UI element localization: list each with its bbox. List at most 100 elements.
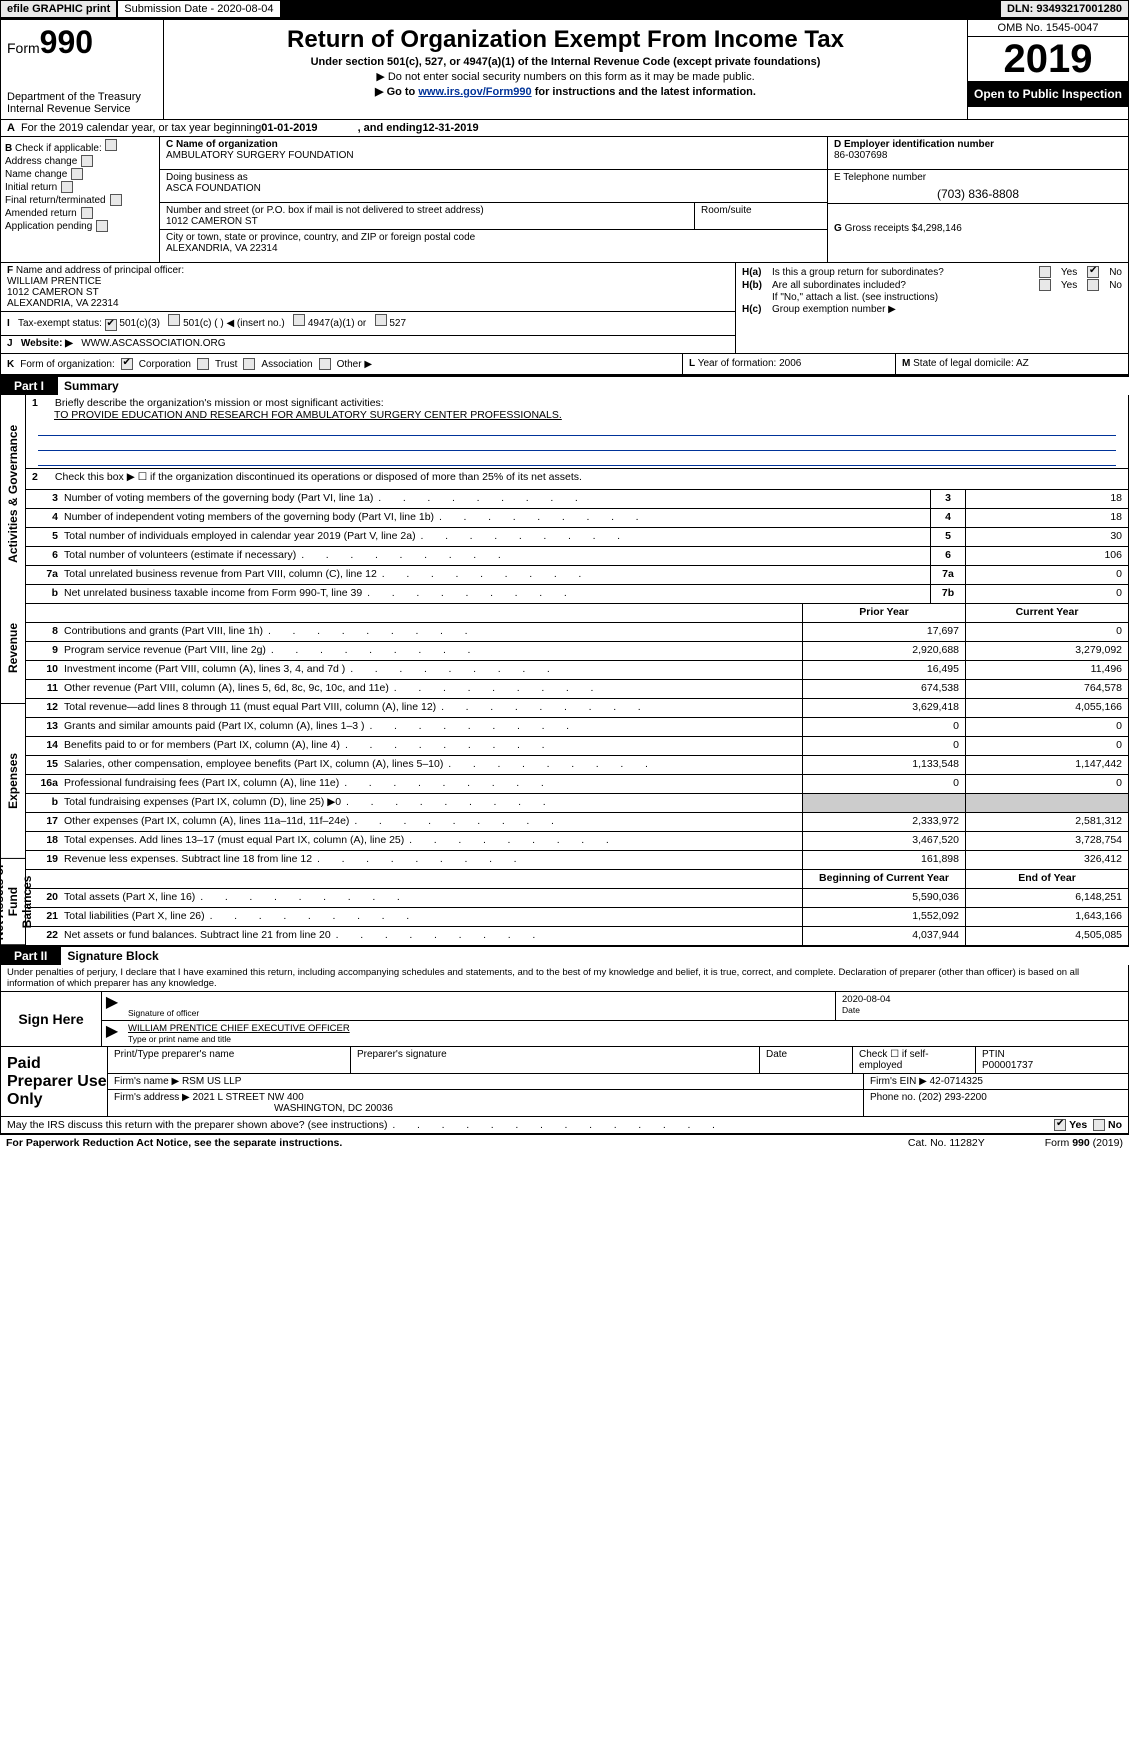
paid-h4: Check ☐ if self-employed: [853, 1047, 976, 1073]
chk-address-change[interactable]: Address change: [5, 155, 155, 167]
row-a-pre: For the 2019 calendar year, or tax year …: [21, 122, 261, 134]
firm-addr1: 2021 L STREET NW 400: [193, 1092, 304, 1103]
ha-no-chk[interactable]: [1087, 266, 1099, 278]
line-21: 21 Total liabilities (Part X, line 26) 1…: [26, 908, 1128, 927]
firm-name-label: Firm's name ▶: [114, 1076, 179, 1087]
line-cy: 0: [965, 623, 1128, 641]
col-b-label: B: [5, 143, 12, 154]
line-cy: 2,581,312: [965, 813, 1128, 831]
header-left: Form990 Department of the Treasury Inter…: [1, 20, 164, 119]
line-desc: Total liabilities (Part X, line 26): [62, 908, 802, 926]
line-desc: Number of voting members of the governin…: [62, 490, 930, 508]
block-fh: F Name and address of principal officer:…: [1, 263, 1128, 354]
line-val: 106: [965, 547, 1128, 565]
line-num: 12: [26, 699, 62, 717]
pra-notice: For Paperwork Reduction Act Notice, see …: [6, 1137, 342, 1149]
note-goto-pre: ▶ Go to: [375, 86, 418, 98]
opt-corp: Corporation: [139, 359, 191, 370]
chk-501c3[interactable]: [105, 319, 117, 331]
row-a-mid: , and ending: [358, 122, 423, 134]
c-name-label: C Name of organization: [166, 139, 821, 150]
hb-label: H(b): [742, 280, 772, 291]
line-desc: Total assets (Part X, line 16): [62, 889, 802, 907]
chk-501c[interactable]: [168, 314, 180, 326]
l-val: 2006: [779, 358, 801, 369]
opt-other: Other ▶: [337, 359, 372, 370]
line-cy: [965, 794, 1128, 812]
discuss-no-chk[interactable]: [1093, 1119, 1105, 1131]
row-a-label: A: [7, 122, 15, 134]
col-b: B Check if applicable: Address change Na…: [1, 137, 160, 262]
chk-trust[interactable]: [197, 358, 209, 370]
sidebar-revenue: Revenue: [1, 592, 25, 704]
line-cy: 1,147,442: [965, 756, 1128, 774]
sig-officer-label: Signature of officer: [128, 1008, 829, 1018]
submission-date: Submission Date - 2020-08-04: [117, 0, 280, 18]
hb-yes-chk[interactable]: [1039, 279, 1051, 291]
opt-trust: Trust: [215, 359, 237, 370]
row-a-end: 12-31-2019: [422, 122, 478, 134]
chk-4947[interactable]: [293, 314, 305, 326]
paid-h2: Preparer's signature: [351, 1047, 760, 1073]
line-num: 14: [26, 737, 62, 755]
block-bcde: B Check if applicable: Address change Na…: [1, 137, 1128, 263]
line-py: 674,538: [802, 680, 965, 698]
j-text: Website: ▶: [21, 338, 73, 349]
chk-app-pending[interactable]: Application pending: [5, 220, 155, 232]
c-dba-label: Doing business as: [166, 172, 821, 183]
chk-527[interactable]: [375, 314, 387, 326]
line-val: 0: [965, 585, 1128, 603]
irs-link[interactable]: www.irs.gov/Form990: [418, 86, 531, 98]
chk-corp[interactable]: [121, 358, 133, 370]
chk-label: Name change: [5, 169, 67, 180]
chk-initial-return[interactable]: Initial return: [5, 181, 155, 193]
g-label: G: [834, 223, 842, 234]
col-b-intro: Check if applicable:: [15, 143, 102, 154]
arrow-icon: ▶: [102, 1021, 122, 1046]
ha-yes-chk[interactable]: [1039, 266, 1051, 278]
line-desc: Net unrelated business taxable income fr…: [62, 585, 930, 603]
line-cy: 1,643,166: [965, 908, 1128, 926]
line-desc: Benefits paid to or for members (Part IX…: [62, 737, 802, 755]
line-num: 3: [26, 490, 62, 508]
row-j: J Website: ▶ WWW.ASCASSOCIATION.ORG: [1, 335, 735, 351]
line-cy: 3,279,092: [965, 642, 1128, 660]
chk-amended[interactable]: Amended return: [5, 207, 155, 219]
k-text: Form of organization:: [20, 359, 115, 370]
line-num: 15: [26, 756, 62, 774]
discuss-row: May the IRS discuss this return with the…: [1, 1117, 1128, 1134]
line-py: 0: [802, 737, 965, 755]
checkbox-icon: [81, 155, 93, 167]
arrow-icon: ▶: [102, 992, 122, 1020]
line-cy: 764,578: [965, 680, 1128, 698]
hb-no-chk[interactable]: [1087, 279, 1099, 291]
checkbox-icon: [81, 207, 93, 219]
chk-assoc[interactable]: [243, 358, 255, 370]
line-num: 18: [26, 832, 62, 850]
net-header: Beginning of Current Year End of Year: [26, 870, 1128, 889]
line-py: 16,495: [802, 661, 965, 679]
row-klm: K Form of organization: Corporation Trus…: [1, 354, 1128, 375]
part2-title: Signature Block: [61, 947, 164, 965]
yes-label: Yes: [1061, 280, 1077, 291]
chk-name-change[interactable]: Name change: [5, 168, 155, 180]
sign-here-label: Sign Here: [1, 992, 102, 1046]
sidebar-governance: Activities & Governance: [1, 395, 25, 592]
chk-final-return[interactable]: Final return/terminated: [5, 194, 155, 206]
checkbox-icon[interactable]: [105, 139, 117, 151]
line-py: 161,898: [802, 851, 965, 869]
sig-name-val: WILLIAM PRENTICE CHIEF EXECUTIVE OFFICER: [128, 1023, 1122, 1034]
phone-val: (202) 293-2200: [918, 1092, 986, 1103]
discuss-yes-chk[interactable]: [1054, 1119, 1066, 1131]
j-label: J: [7, 338, 13, 349]
chk-other[interactable]: [319, 358, 331, 370]
chk-label: Amended return: [5, 208, 77, 219]
g-text: Gross receipts $: [845, 223, 918, 234]
f-label: F: [7, 265, 13, 276]
summary-body: Activities & Governance Revenue Expenses…: [0, 395, 1129, 946]
line-num: 8: [26, 623, 62, 641]
c-room-label: Room/suite: [695, 203, 827, 229]
line-py: 3,629,418: [802, 699, 965, 717]
ha-text: Is this a group return for subordinates?: [772, 267, 1039, 278]
paid-h5: PTIN: [982, 1049, 1122, 1060]
